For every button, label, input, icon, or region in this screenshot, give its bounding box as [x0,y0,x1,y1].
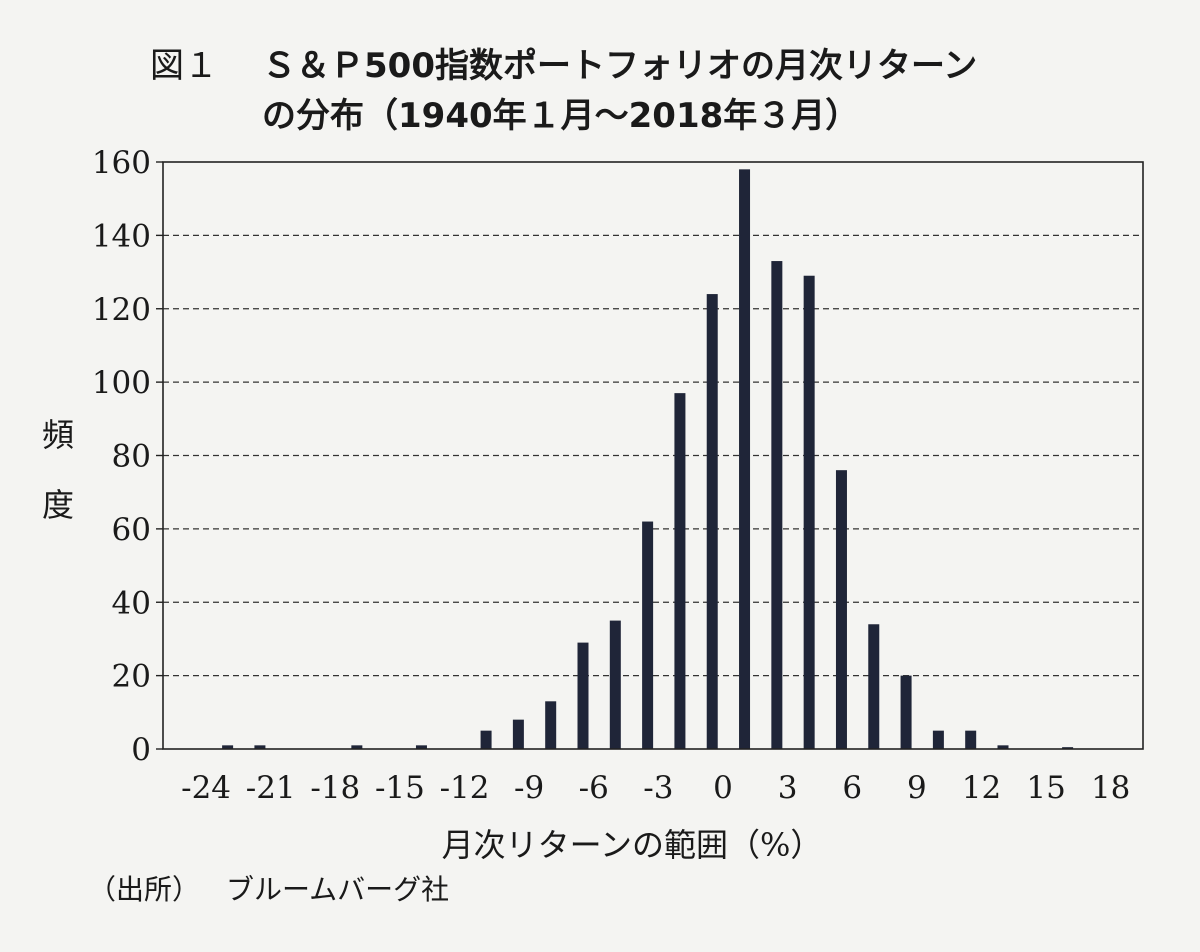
x-tick-label--24: -24 [181,770,231,806]
y-tick-label-60: 60 [112,512,151,548]
bar-4 [351,745,363,749]
x-tick-label--15: -15 [375,770,425,806]
figure-label: 図１ [150,46,218,86]
y-tick-label-20: 20 [112,659,151,695]
y-tick-label-40: 40 [112,585,151,621]
x-axis-label: 月次リターンの範囲（%） [442,826,823,864]
x-tick-label--9: -9 [514,770,544,806]
bar-6 [415,745,427,749]
bar-26 [1062,747,1074,749]
bar-15 [706,294,718,749]
x-tick-label-18: 18 [1091,770,1130,806]
bar-16 [739,169,751,749]
bar-14 [674,393,686,749]
bar-18 [803,275,815,749]
y-tick-label-100: 100 [92,365,151,401]
bar-23 [965,730,977,749]
y-tick-label-0: 0 [131,732,151,768]
chart-title-line-1: Ｓ＆Ｐ500指数ポートフォリオの月次リターン [262,46,978,86]
x-tick-label--21: -21 [246,770,296,806]
bar-22 [932,730,944,749]
bar-19 [835,470,847,749]
y-axis-label: 頻 度 [38,400,78,540]
chart-title-line-2: の分布（1940年１月～2018年３月） [262,96,860,136]
y-axis-label-char-2: 度 [41,486,74,524]
y-tick-label-140: 140 [92,218,151,254]
bar-24 [997,745,1009,749]
x-tick-label--18: -18 [310,770,360,806]
x-tick-label-15: 15 [1026,770,1065,806]
x-tick-label-9: 9 [907,770,927,806]
bar-20 [868,624,880,749]
x-tick-label--6: -6 [579,770,609,806]
bar-1 [254,745,266,749]
source-value: ブルームバーグ社 [226,873,450,906]
bar-17 [771,261,783,749]
x-tick-label-6: 6 [842,770,862,806]
y-tick-label-160: 160 [92,145,151,181]
bar-0 [222,745,234,749]
x-tick-label-3: 3 [778,770,798,806]
source-label: （出所） [88,873,201,906]
source-note: （出所） ブルームバーグ社 [88,868,449,908]
x-tick-label-0: 0 [713,770,733,806]
bar-10 [545,701,557,749]
bar-21 [900,675,912,749]
x-tick-label--12: -12 [440,770,490,806]
x-tick-label--3: -3 [643,770,673,806]
x-tick-label-12: 12 [962,770,1001,806]
bar-9 [512,719,524,749]
y-tick-label-120: 120 [92,292,151,328]
bar-12 [609,620,621,749]
bar-13 [642,521,654,749]
bar-8 [480,730,492,749]
bar-11 [577,642,589,749]
y-axis-label-char-1: 頻 [41,416,74,454]
y-tick-label-80: 80 [112,439,151,475]
